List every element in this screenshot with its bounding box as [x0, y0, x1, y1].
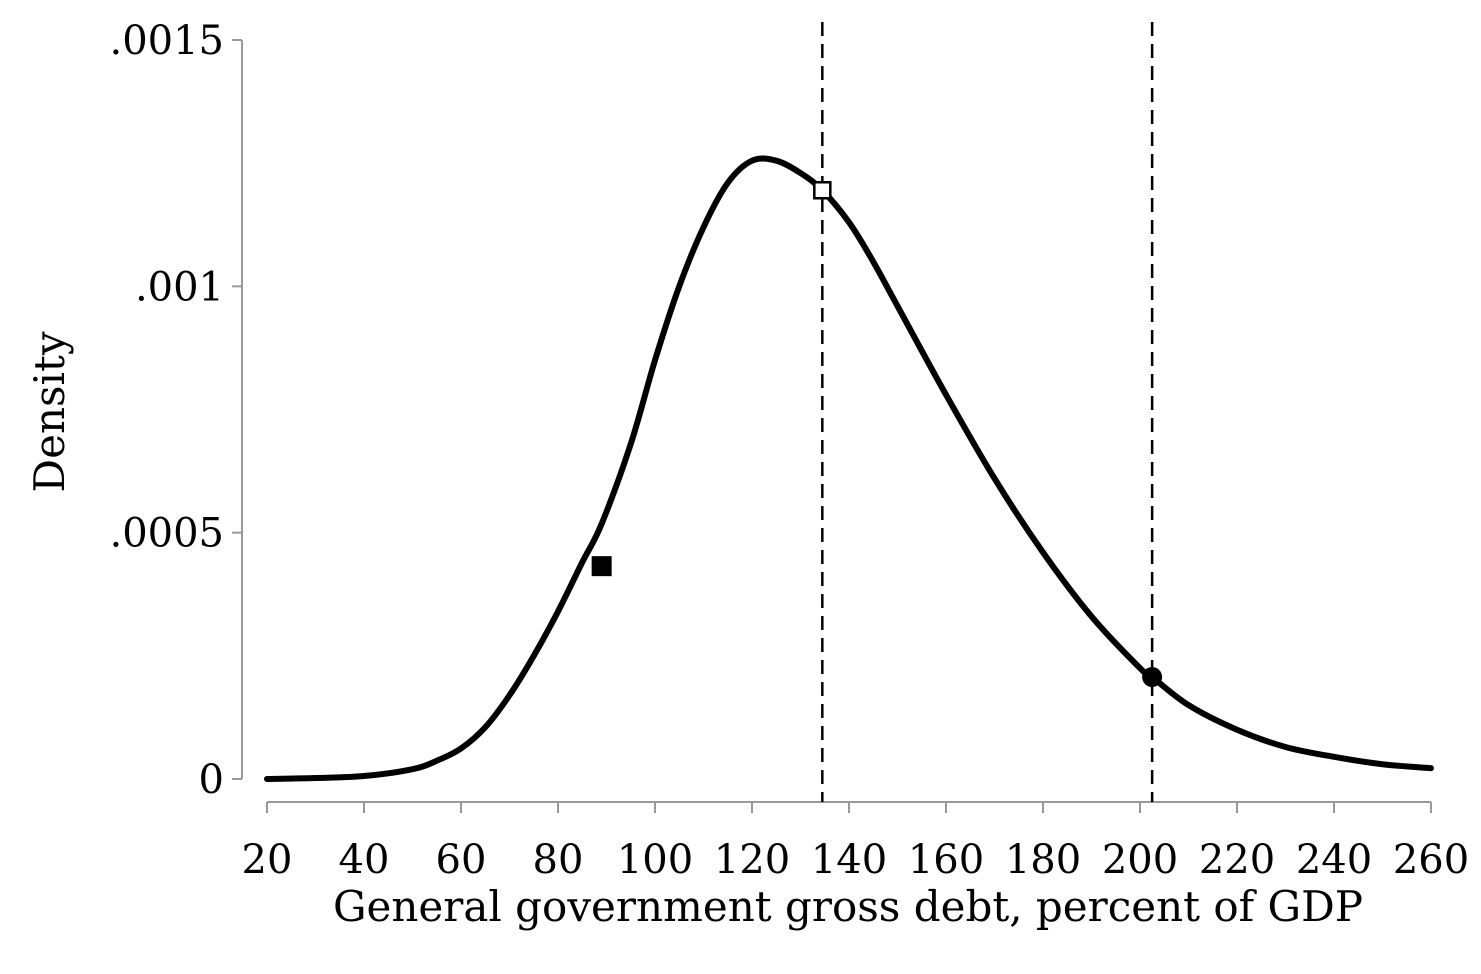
density-curve — [264, 155, 1434, 782]
x-tick-label: 120 — [714, 837, 790, 883]
marker-filled-square — [591, 556, 612, 577]
x-tick-label: 180 — [1005, 837, 1081, 883]
x-tick-label: 200 — [1102, 837, 1178, 883]
x-tick-label: 160 — [908, 837, 984, 883]
x-tick-label: 100 — [617, 837, 693, 883]
marker-filled-circle — [1142, 667, 1163, 688]
y-tick-label: .001 — [135, 264, 224, 310]
y-axis: 0 .0005 .001 .0015 — [109, 18, 243, 803]
series-group — [264, 155, 1434, 782]
x-axis-title: General government gross debt, percent o… — [333, 882, 1363, 931]
x-tick-label: 140 — [811, 837, 887, 883]
x-tick-label: 80 — [533, 837, 584, 883]
markers-group — [591, 181, 1163, 688]
y-tick-label: .0015 — [109, 18, 224, 64]
marker-hollow-square — [813, 181, 832, 200]
y-axis-title: Density — [25, 331, 74, 492]
reference-lines — [821, 22, 1154, 802]
y-tick-label: .0005 — [109, 511, 224, 557]
x-tick-label: 40 — [339, 837, 390, 883]
x-tick-label: 20 — [242, 837, 293, 883]
x-tick-label: 60 — [436, 837, 487, 883]
x-tick-label: 260 — [1393, 837, 1469, 883]
y-tick-label: 0 — [199, 757, 224, 803]
x-axis: 20 40 60 80 100 120 140 160 180 200 220 240 260 — [242, 801, 1469, 883]
x-tick-label: 240 — [1296, 837, 1372, 883]
x-tick-label: 220 — [1199, 837, 1275, 883]
